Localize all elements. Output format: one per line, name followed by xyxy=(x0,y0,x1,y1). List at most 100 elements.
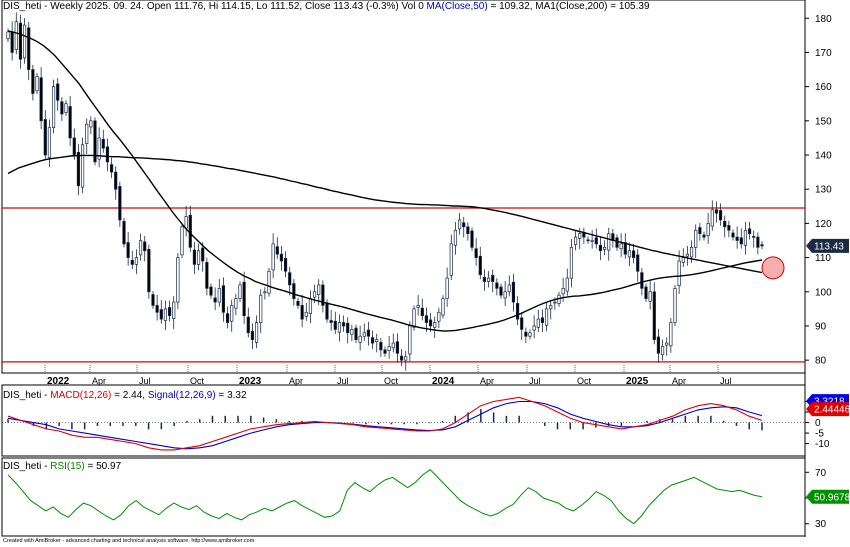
last-price-tag: 113.43 xyxy=(806,238,849,253)
rsi-ticker: DIS_heti xyxy=(3,461,42,472)
rsi-pane-frame xyxy=(1,457,806,537)
rsi-pane-title: DIS_heti - RSI(15) = 50.97 xyxy=(3,461,122,472)
last-price-tag-text: 113.43 xyxy=(814,241,844,252)
candle-down xyxy=(56,83,60,101)
candle-up xyxy=(22,24,27,59)
candle-down xyxy=(698,227,702,235)
candle-down xyxy=(731,232,735,238)
macd-value-tag: 2.44446 xyxy=(806,402,850,417)
candle-down xyxy=(644,286,648,299)
price-axis-label: 100 xyxy=(815,287,832,298)
crossover-marker xyxy=(761,256,785,280)
ma200-label: MA1(Close,200) xyxy=(535,1,608,12)
candle-up xyxy=(441,298,445,316)
candle-up xyxy=(234,298,238,309)
macd-label: MACD(12,26) xyxy=(50,390,112,401)
candle-up xyxy=(408,325,412,355)
candle-up xyxy=(196,250,201,265)
footer-credit: Created with AmiBroker - advanced charti… xyxy=(3,538,255,544)
candle-up xyxy=(163,308,168,321)
candle-down xyxy=(126,242,130,258)
candle-up xyxy=(681,257,685,263)
candle-down xyxy=(151,294,155,306)
candle-down xyxy=(723,220,727,228)
time-axis-label: Apr xyxy=(289,376,303,386)
time-axis-label: Jul xyxy=(529,376,541,386)
candle-down xyxy=(466,226,470,235)
candle-down xyxy=(470,230,474,248)
price-pane-frame xyxy=(1,0,806,374)
candle-down xyxy=(727,225,731,231)
candle-down xyxy=(201,247,205,262)
candle-down xyxy=(586,239,590,242)
candle-up xyxy=(710,209,714,227)
candle-up xyxy=(665,342,669,346)
rsi-label: RSI(15) xyxy=(50,461,85,472)
candle-down xyxy=(72,137,76,156)
time-axis-label: Apr xyxy=(92,376,106,386)
candle-down xyxy=(31,69,35,94)
candle-up xyxy=(64,103,68,113)
candle-up xyxy=(694,229,698,248)
candle-down xyxy=(499,286,503,296)
candle-down xyxy=(105,146,110,163)
candle-up xyxy=(89,120,93,128)
candle-down xyxy=(379,342,383,351)
candle-up xyxy=(14,21,18,51)
candle-up xyxy=(412,308,416,328)
candle-down xyxy=(18,22,23,60)
candle-down xyxy=(167,307,172,317)
rsi-value: 50.97 xyxy=(96,461,122,472)
candle-down xyxy=(68,106,72,139)
candle-down xyxy=(283,257,288,272)
candle-up xyxy=(453,229,458,246)
macd-axis-label: 0 xyxy=(815,418,821,429)
vol-label: Vol xyxy=(401,1,416,12)
candle-down xyxy=(491,275,495,282)
candle-up xyxy=(172,301,176,319)
candle-down xyxy=(383,349,387,354)
candle-up xyxy=(685,253,690,257)
candle-up xyxy=(627,250,632,258)
candle-up xyxy=(254,322,259,343)
candle-up xyxy=(358,335,362,343)
macd-value-tag-text: 2.44446 xyxy=(814,405,850,416)
candle-up xyxy=(433,322,437,328)
candle-up xyxy=(544,308,549,326)
candle-down xyxy=(130,259,134,265)
candle-up xyxy=(565,277,569,292)
candle-down xyxy=(495,282,499,289)
price-pane-title: DIS_heti - Weekly 2025. 09. 24. Open 111… xyxy=(3,1,650,12)
candle-up xyxy=(578,233,582,239)
close-label: Close xyxy=(304,1,331,12)
candle-down xyxy=(399,355,404,361)
candle-down xyxy=(631,250,636,258)
ma50-value: 109.32 xyxy=(499,1,530,12)
candle-down xyxy=(205,262,209,289)
candle-up xyxy=(230,305,234,322)
time-axis-label: 2023 xyxy=(239,376,262,387)
candle-up xyxy=(176,257,180,303)
price-axis-label: 140 xyxy=(815,151,832,162)
candle-down xyxy=(615,237,619,248)
lo-label: Lo xyxy=(256,1,268,12)
candle-down xyxy=(756,236,760,248)
candle-down xyxy=(598,244,603,252)
candle-up xyxy=(660,346,665,356)
candle-up xyxy=(457,219,462,230)
candle-up xyxy=(486,277,491,282)
candle-down xyxy=(640,272,644,289)
candle-up xyxy=(391,342,395,349)
candle-down xyxy=(656,336,661,354)
signal-label: Signal(12,26,9) xyxy=(147,390,216,401)
price-ticker: DIS_heti xyxy=(3,1,42,12)
time-axis-label: Oct xyxy=(577,376,592,386)
candle-up xyxy=(590,240,594,242)
candle-down xyxy=(739,237,743,245)
candle-down xyxy=(147,249,151,293)
candle-down xyxy=(213,297,217,303)
candle-up xyxy=(507,284,511,293)
candle-down xyxy=(652,291,656,340)
candle-up xyxy=(387,346,391,351)
